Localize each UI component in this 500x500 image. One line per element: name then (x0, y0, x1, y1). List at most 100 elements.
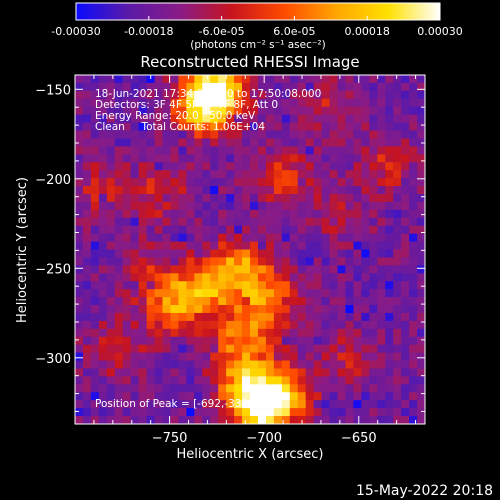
heatmap-cell (234, 344, 243, 353)
heatmap-cell (242, 265, 251, 274)
heatmap-cell (345, 162, 354, 171)
heatmap-cell (90, 154, 100, 163)
heatmap-cell (250, 249, 259, 258)
heatmap-cell (329, 352, 338, 361)
heatmap-cell (321, 122, 330, 131)
heatmap-cell (337, 217, 346, 226)
heatmap-cell (106, 344, 116, 353)
heatmap-cell (369, 114, 378, 123)
heatmap-cell (273, 193, 283, 203)
heatmap-cell (114, 336, 124, 345)
heatmap-cell (337, 130, 346, 139)
heatmap-cell (114, 320, 124, 330)
heatmap-cell (385, 154, 394, 163)
heatmap-cell (281, 297, 291, 306)
heatmap-cell (401, 400, 410, 409)
heatmap-cell (114, 130, 124, 139)
heatmap-cell (210, 233, 219, 242)
heatmap-cell (313, 186, 322, 195)
heatmap-cell (226, 122, 235, 131)
heatmap-cell (130, 297, 139, 306)
heatmap-cell (146, 193, 155, 203)
heatmap-cell (377, 241, 386, 250)
heatmap-cell (234, 209, 243, 219)
heatmap-cell (257, 257, 267, 266)
heatmap-cell (122, 146, 131, 155)
heatmap-cell (138, 328, 147, 338)
heatmap-cell (250, 217, 259, 226)
heatmap-cell (321, 186, 330, 195)
heatmap-cell (353, 320, 362, 330)
heatmap-cell (321, 75, 330, 84)
heatmap-cell (75, 122, 84, 131)
heatmap-cell (337, 416, 346, 424)
heatmap-cell (234, 416, 243, 424)
heatmap-cell (226, 344, 235, 353)
heatmap-cell (178, 273, 187, 282)
heatmap-cell (329, 305, 338, 314)
heatmap-cell (218, 392, 227, 401)
heatmap-cell (194, 209, 203, 219)
heatmap-cell (106, 241, 116, 250)
heatmap-cell (329, 384, 338, 393)
heatmap-cell (130, 130, 139, 139)
heatmap-cell (250, 408, 259, 417)
heatmap-cell (250, 392, 259, 401)
heatmap-cell (226, 305, 235, 314)
heatmap-cell (82, 312, 92, 322)
heatmap-cell (289, 297, 299, 306)
heatmap-cell (265, 154, 275, 163)
heatmap-cell (273, 273, 283, 282)
heatmap-cell (321, 114, 330, 123)
heatmap-cell (409, 336, 418, 345)
heatmap-cell (170, 336, 179, 345)
heatmap-cell (114, 289, 124, 298)
heatmap-cell (162, 265, 171, 274)
heatmap-cell (257, 400, 267, 409)
heatmap-cell (154, 297, 163, 306)
heatmap-cell (345, 281, 354, 290)
y-axis-label: Heliocentric Y (arcsec) (15, 177, 30, 323)
heatmap-cell (82, 416, 92, 424)
heatmap-cell (82, 368, 92, 377)
heatmap-cell (409, 90, 418, 100)
heatmap-cell (250, 225, 259, 234)
heatmap-cell (377, 408, 386, 417)
heatmap-cell (170, 138, 179, 147)
heatmap-cell (321, 320, 330, 330)
heatmap-cell (369, 400, 378, 409)
heatmap-cell (234, 82, 243, 92)
heatmap-cell (154, 257, 163, 266)
heatmap-cell (313, 114, 322, 123)
heatmap-cell (186, 138, 195, 147)
heatmap-cell (393, 162, 402, 171)
heatmap-cell (186, 193, 195, 203)
colorbar-tick-label: 0.00030 (417, 25, 463, 38)
heatmap-cell (337, 233, 346, 242)
heatmap-cell (218, 138, 227, 147)
heatmap-cell (234, 265, 243, 274)
heatmap-cell (138, 360, 147, 369)
heatmap-cell (138, 82, 147, 92)
heatmap-cell (202, 249, 211, 258)
heatmap-cell (242, 416, 251, 424)
x-axis-ticks (93, 75, 417, 424)
heatmap-cell (130, 416, 139, 424)
heatmap-cell (98, 360, 108, 369)
heatmap-cell (178, 416, 187, 424)
heatmap-cell (250, 416, 259, 424)
heatmap-cell (289, 106, 299, 115)
heatmap-cell (250, 328, 259, 338)
heatmap-cell (329, 98, 338, 108)
heatmap-cell (353, 130, 362, 139)
heatmap-cell (130, 209, 139, 219)
heatmap-cell (321, 265, 330, 274)
heatmap-cell (329, 162, 338, 171)
heatmap-cell (265, 162, 275, 171)
heatmap-cell (170, 82, 179, 92)
heatmap-cell (393, 273, 402, 282)
annotation-time-range: 18-Jun-2021 17:34:08.000 to 17:50:08.000 (95, 88, 321, 100)
heatmap-cell (226, 106, 235, 115)
heatmap-cell (361, 392, 370, 401)
heatmap-cell (98, 416, 108, 424)
